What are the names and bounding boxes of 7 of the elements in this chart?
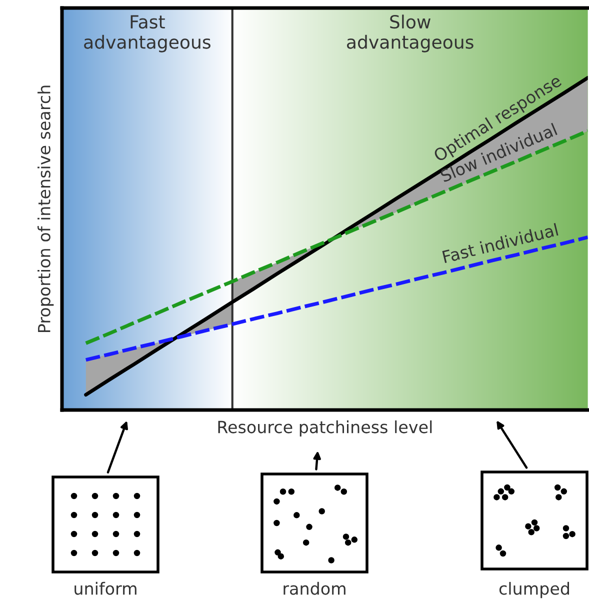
x-axis-title: Resource patchiness level <box>218 420 432 437</box>
y-axis-title: Proportion of intensive search <box>38 86 54 332</box>
text: Fast advantageous <box>84 15 210 52</box>
text: random <box>284 582 346 595</box>
text: clumped <box>499 582 569 598</box>
text: Slow advantageous <box>347 14 474 52</box>
text: uniform <box>74 582 136 595</box>
